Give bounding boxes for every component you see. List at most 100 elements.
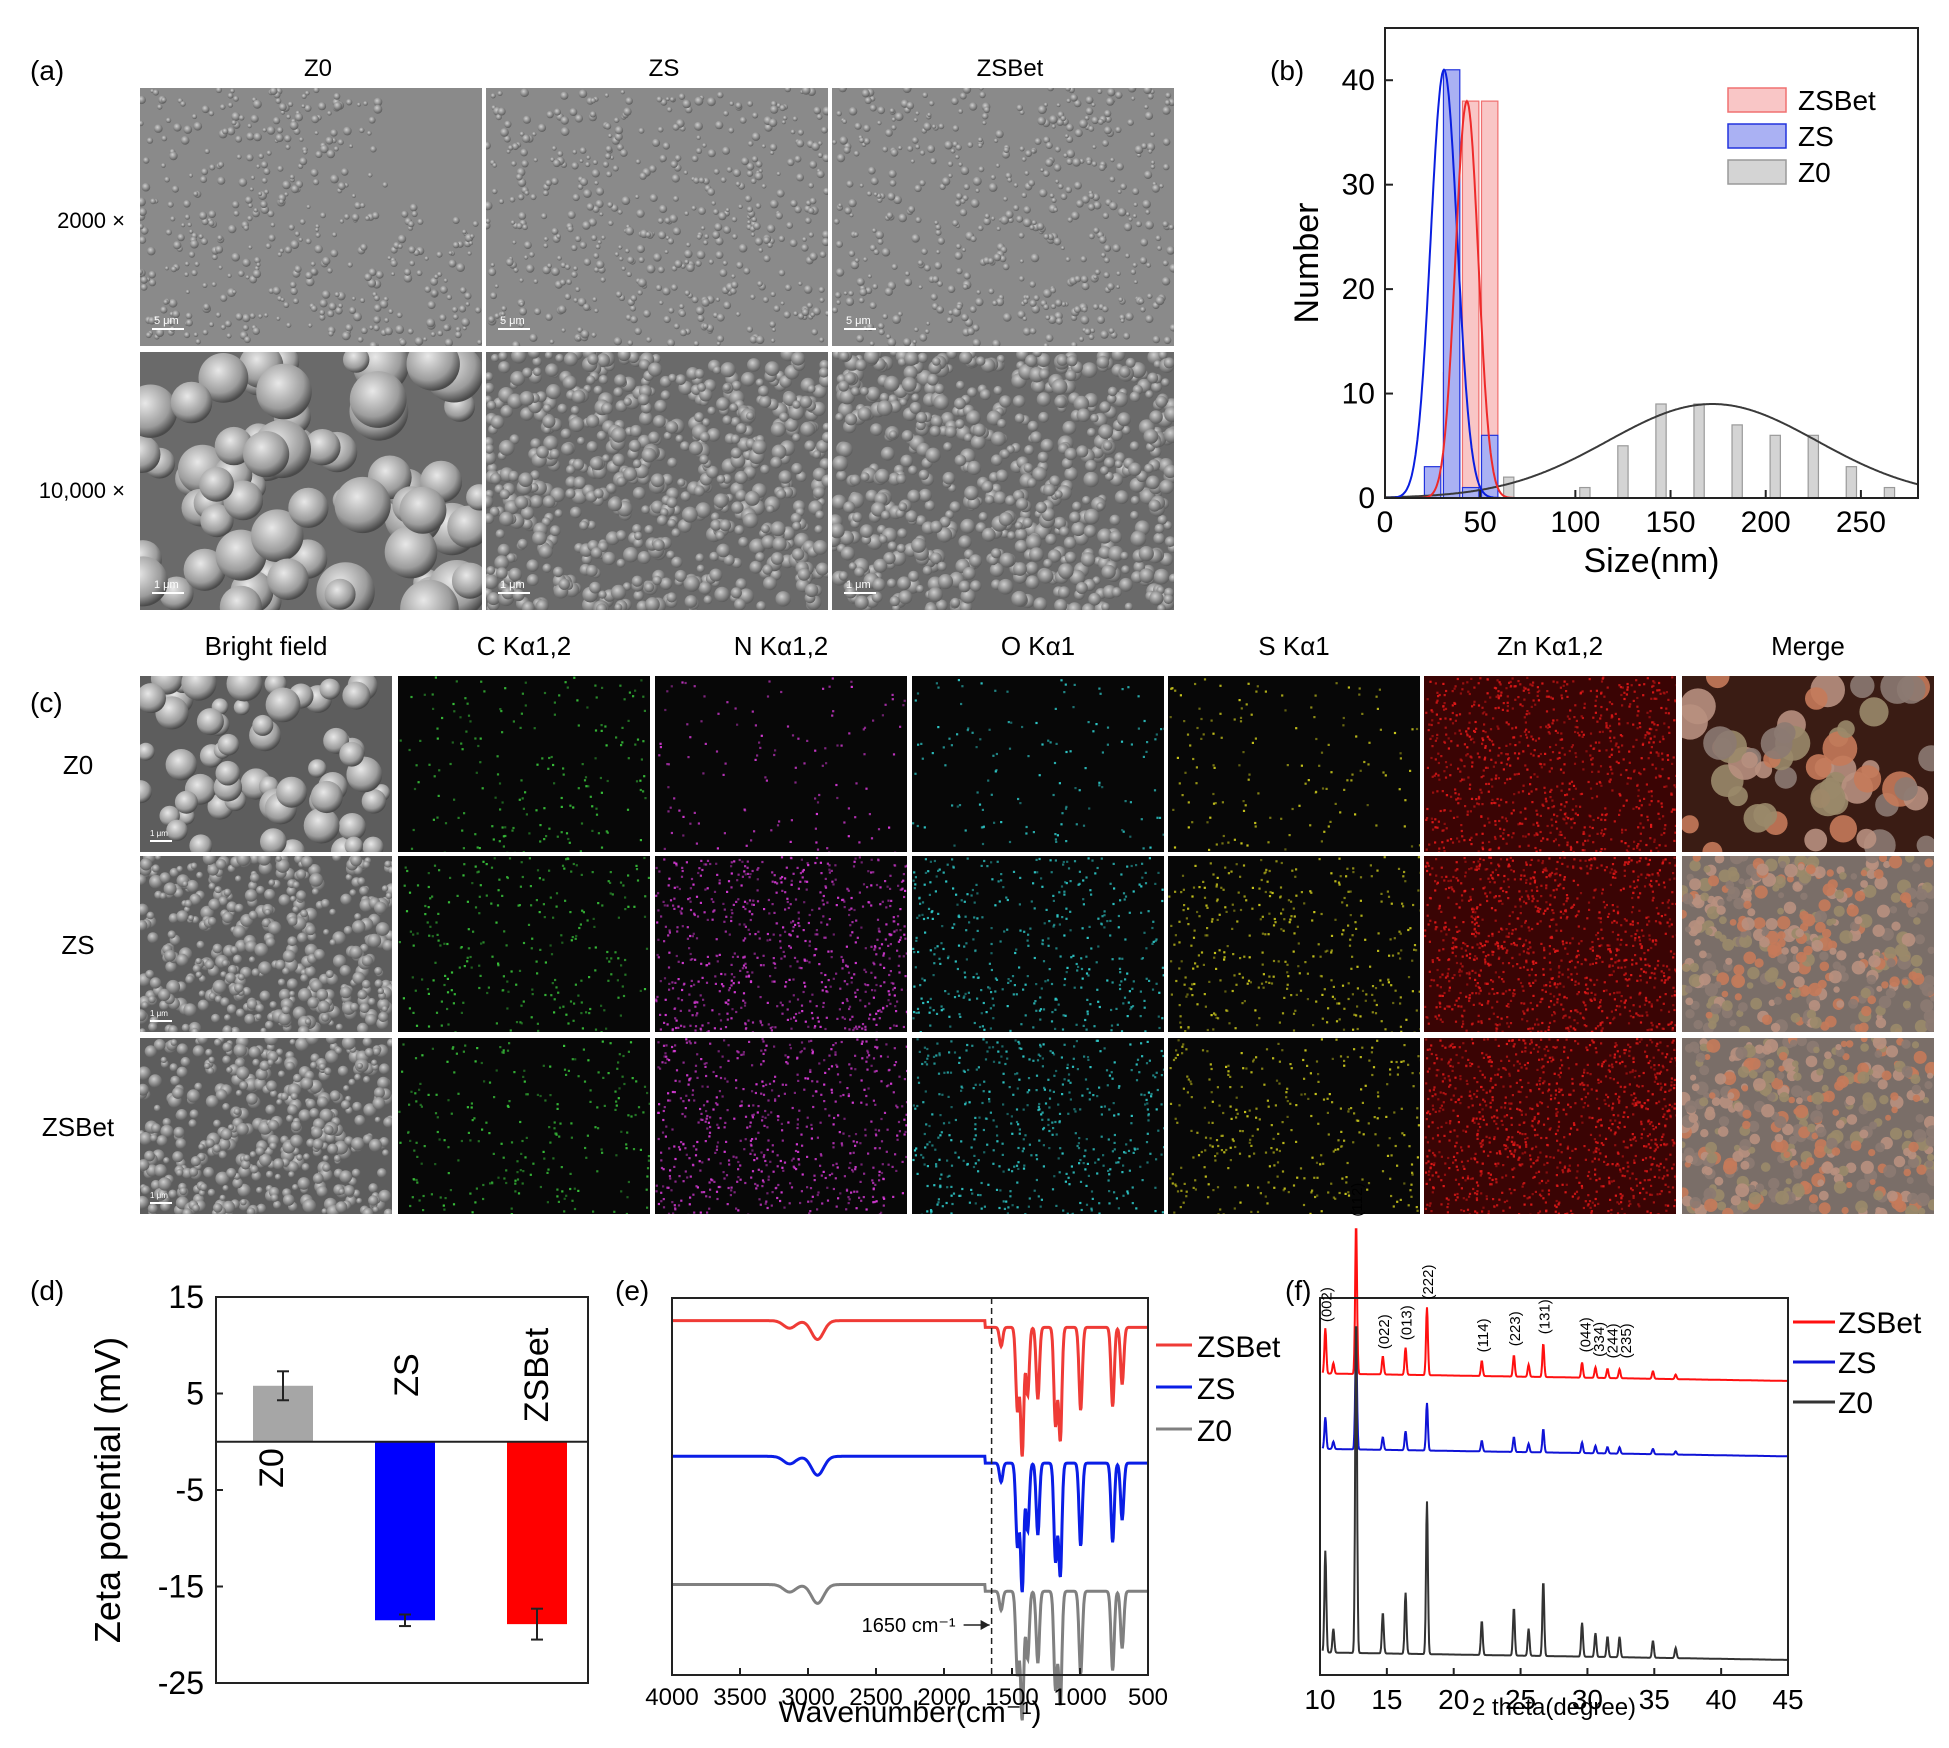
element-signal-dot: [1559, 768, 1563, 771]
element-signal-dot: [987, 779, 990, 782]
particle: [198, 211, 208, 220]
element-signal-dot: [751, 710, 754, 713]
element-signal-dot: [778, 820, 781, 823]
particle: [486, 444, 495, 454]
element-signal-dot: [499, 708, 502, 711]
particle: [500, 319, 506, 324]
element-signal-dot: [1186, 733, 1190, 736]
particle: [586, 203, 594, 211]
particle: [395, 324, 405, 334]
particle: [265, 243, 272, 249]
element-signal-dot: [1477, 704, 1481, 707]
element-signal-dot: [1527, 730, 1530, 734]
particle: [252, 269, 262, 279]
element-signal-dot: [545, 835, 548, 838]
particle: [960, 166, 970, 175]
particle: [698, 581, 712, 595]
particle: [972, 423, 986, 437]
y-axis-title: Number: [1288, 203, 1326, 324]
particle: [970, 580, 982, 592]
element-signal-dot: [1483, 723, 1486, 726]
element-signal-dot: [1475, 833, 1478, 836]
particle: [509, 196, 516, 203]
particle: [983, 217, 991, 226]
particle: [815, 510, 825, 520]
particle: [593, 488, 604, 499]
particle: [275, 133, 284, 143]
element-signal-dot: [474, 833, 477, 836]
element-signal-dot: [1501, 708, 1504, 711]
particle: [559, 279, 567, 286]
particle: [246, 132, 255, 141]
element-signal-dot: [937, 726, 940, 729]
element-signal-dot: [1435, 713, 1438, 716]
element-signal-dot: [1543, 786, 1546, 789]
particle: [492, 162, 498, 168]
particle: [999, 552, 1015, 568]
element-signal-dot: [1434, 818, 1437, 821]
particle: [312, 178, 320, 186]
eds-column-label: S Kα1: [1258, 631, 1329, 661]
element-signal-dot: [1555, 827, 1559, 830]
particle: [853, 150, 860, 157]
particle: [148, 316, 156, 325]
particle: [902, 337, 912, 346]
particle: [556, 233, 561, 239]
element-signal-dot: [1636, 846, 1639, 849]
element-signal-dot: [1627, 776, 1630, 780]
particle: [870, 423, 883, 436]
particle: [269, 1001, 277, 1009]
particle: [488, 267, 497, 277]
element-signal-dot: [601, 686, 604, 689]
particle: [253, 132, 262, 142]
particle: [249, 313, 256, 319]
element-signal-dot: [1212, 732, 1215, 735]
particle: [913, 117, 918, 123]
element-signal-dot: [1025, 825, 1028, 829]
particle: [1144, 111, 1154, 121]
element-signal-dot: [1530, 705, 1533, 708]
particle: [769, 143, 778, 152]
particle: [500, 311, 506, 317]
particle: [725, 207, 730, 213]
element-signal-dot: [1505, 801, 1508, 804]
element-signal-dot: [1535, 832, 1538, 835]
element-signal-dot: [591, 805, 594, 808]
particle: [859, 288, 868, 297]
particle: [1134, 145, 1144, 155]
particle: [203, 303, 210, 311]
particle: [645, 597, 660, 610]
particle: [908, 570, 920, 582]
element-signal-dot: [797, 737, 800, 740]
particle: [1153, 568, 1170, 585]
element-signal-dot: [1506, 753, 1509, 756]
element-signal-dot: [1581, 735, 1584, 738]
particle: [695, 306, 705, 315]
element-signal-dot: [1620, 693, 1623, 697]
particle: [220, 971, 227, 978]
particle: [1014, 528, 1028, 541]
particle: [712, 230, 720, 239]
particle: [579, 520, 589, 531]
element-signal-dot: [1500, 691, 1503, 694]
element-signal-dot: [1375, 695, 1378, 698]
element-signal-dot: [587, 785, 590, 788]
particle: [1145, 209, 1151, 215]
element-signal-dot: [432, 707, 435, 710]
element-signal-dot: [658, 754, 661, 757]
element-signal-dot: [500, 710, 503, 713]
element-signal-dot: [789, 840, 792, 843]
element-signal-dot: [1516, 757, 1520, 760]
particle: [659, 577, 673, 590]
particle: [894, 112, 904, 122]
eds-map-image: 1 μm: [140, 676, 392, 852]
particle: [327, 310, 335, 318]
particle: [384, 525, 438, 579]
particle: [356, 102, 361, 107]
element-signal-dot: [1615, 760, 1618, 763]
element-signal-dot: [1592, 841, 1595, 844]
element-signal-dot: [1659, 775, 1662, 778]
particle: [176, 865, 183, 873]
particle: [1045, 334, 1054, 343]
particle: [327, 267, 333, 274]
